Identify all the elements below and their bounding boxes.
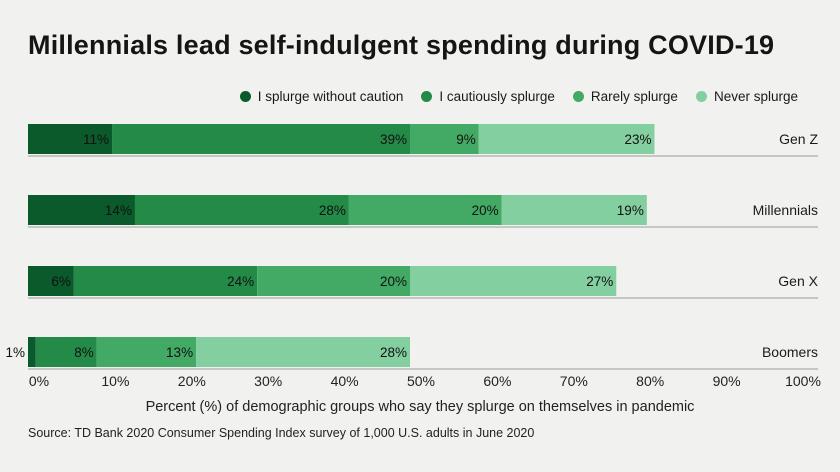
bar-segment [112,124,410,154]
source-note: Source: TD Bank 2020 Consumer Spending I… [28,426,535,440]
legend-label: I cautiously splurge [439,89,555,104]
data-label: 9% [456,132,476,147]
bar-segment [478,124,655,154]
x-tick-label: 100% [785,373,821,389]
bar-segment [96,337,197,367]
x-tick-label: 60% [483,373,511,389]
legend-label: Never splurge [713,89,798,104]
category-label: Gen Z [779,131,818,147]
data-label: 14% [105,203,132,218]
x-tick-label: 20% [178,373,206,389]
legend-item: I splurge without caution [239,89,404,104]
bar-segment [28,124,113,154]
category-label: Millennials [753,202,818,218]
x-axis-label: Percent (%) of demographic groups who sa… [145,399,695,415]
bar-segment [410,266,617,296]
data-label: 8% [74,345,94,360]
data-label: 1% [5,345,25,360]
bar-segment [257,266,410,296]
data-label: 28% [380,345,407,360]
legend-swatch [572,91,584,102]
bar-segment [35,337,97,367]
data-label: 13% [166,345,193,360]
data-label: 20% [472,203,499,218]
legend-item: I cautiously splurge [421,89,555,104]
x-tick-label: 80% [636,373,664,389]
bar-segment [28,337,36,367]
data-label: 11% [83,132,109,147]
bar-segment [73,266,258,296]
legend-item: Rarely splurge [572,89,678,104]
data-label: 39% [380,132,407,147]
legend-swatch [421,91,433,102]
x-tick-label: 50% [407,373,435,389]
legend-swatch [239,91,251,102]
x-tick-label: 30% [254,373,282,389]
category-label: Boomers [762,344,818,360]
x-tick-label: 40% [331,373,359,389]
legend-label: I splurge without caution [257,89,404,104]
bar-segment [196,337,410,367]
bar-segment [410,124,479,154]
data-label: 23% [624,132,651,147]
legend: I splurge without caution I cautiously sp… [239,89,798,104]
bar-segment [348,195,502,225]
data-label: 28% [319,203,346,218]
data-label: 27% [586,274,613,289]
legend-swatch [695,91,707,102]
chart-title: Millennials lead self-indulgent spending… [28,30,775,60]
bar-segment [28,195,135,225]
data-label: 6% [51,274,71,289]
category-label: Gen X [778,273,818,289]
bar-segment [134,195,349,225]
stacked-bar-chart: 11% 39% 9% 23% Gen Z 14% 28% 20% 19% Millennials 6… [5,124,821,389]
x-tick-label: 70% [560,373,588,389]
legend-item: Never splurge [695,89,798,104]
x-tick-label: 90% [713,373,741,389]
legend-label: Rarely splurge [590,89,678,104]
data-label: 24% [227,274,254,289]
bar-segment [28,266,74,296]
data-label: 20% [380,274,407,289]
x-tick-label: 0% [29,373,49,389]
x-tick-label: 10% [101,373,129,389]
data-label: 19% [617,203,644,218]
bar-segment [501,195,647,225]
